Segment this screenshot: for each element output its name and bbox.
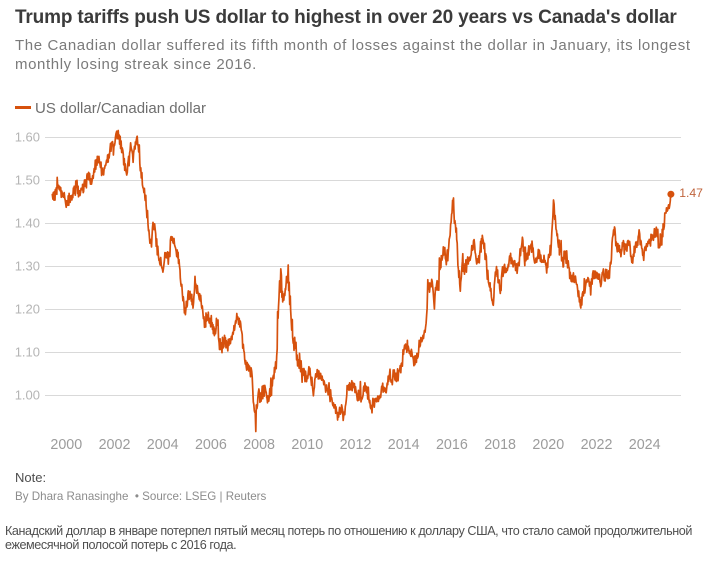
svg-text:2024: 2024 xyxy=(629,437,661,453)
svg-text:2002: 2002 xyxy=(99,437,131,453)
svg-text:2010: 2010 xyxy=(291,437,323,453)
svg-text:1.30: 1.30 xyxy=(15,259,40,274)
svg-text:2000: 2000 xyxy=(50,437,82,453)
svg-text:2020: 2020 xyxy=(532,437,564,453)
svg-text:2014: 2014 xyxy=(388,437,420,453)
svg-text:1.47: 1.47 xyxy=(679,186,703,200)
svg-text:2016: 2016 xyxy=(436,437,468,453)
svg-text:2012: 2012 xyxy=(340,437,372,453)
svg-text:1.10: 1.10 xyxy=(15,345,40,360)
svg-text:2006: 2006 xyxy=(195,437,227,453)
svg-text:1.00: 1.00 xyxy=(15,388,40,403)
svg-text:1.20: 1.20 xyxy=(15,302,40,317)
svg-text:1.50: 1.50 xyxy=(15,173,40,188)
svg-text:1.60: 1.60 xyxy=(15,130,40,145)
svg-text:1.40: 1.40 xyxy=(15,216,40,231)
svg-text:2008: 2008 xyxy=(243,437,275,453)
svg-text:2018: 2018 xyxy=(484,437,516,453)
svg-text:2022: 2022 xyxy=(581,437,613,453)
svg-text:2004: 2004 xyxy=(147,437,179,453)
